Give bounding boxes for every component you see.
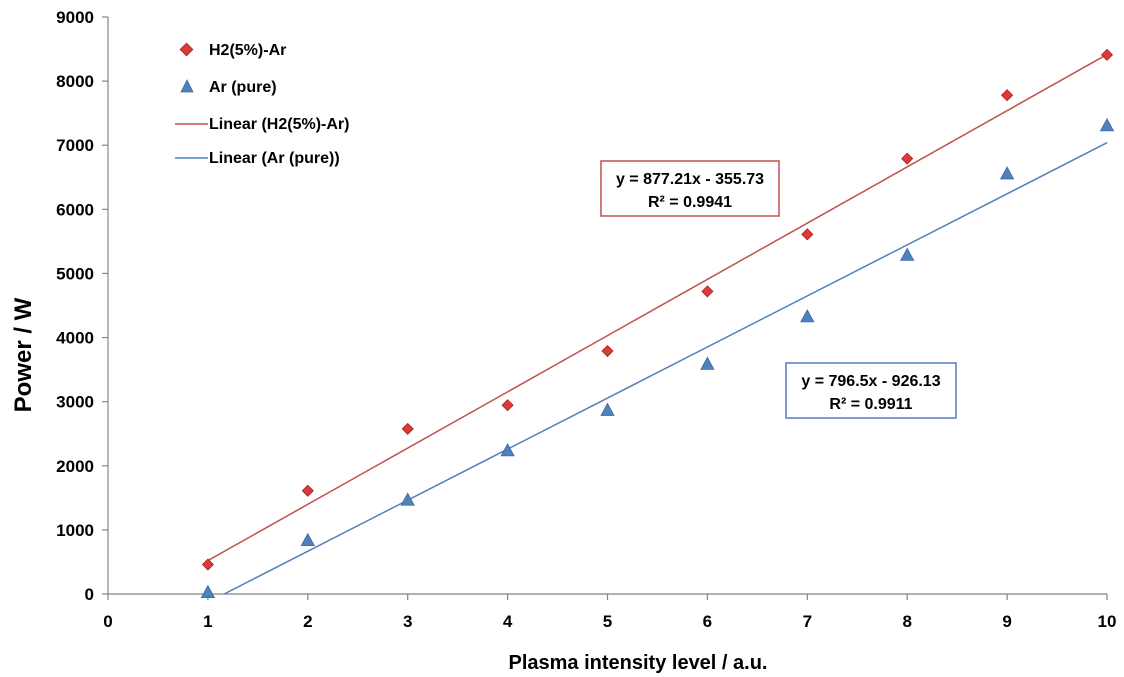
y-tick-label: 4000 [56,329,94,348]
x-ticks: 0 1 2 3 4 5 6 7 8 9 10 [103,594,1116,631]
point-h2-ar [701,285,714,298]
equation-box-ar-frame [785,362,957,419]
legend-label-h2: H2(5%)-Ar [209,42,286,59]
point-h2-ar [601,344,614,358]
y-tick-label: 2000 [56,457,94,476]
x-tick-label: 3 [403,612,412,631]
legend-marker-h2 [179,42,194,57]
point-h2-ar [801,228,814,241]
equation-box-h2: y = 877.21x - 355.73 R² = 0.9941 [600,160,780,217]
legend-label-h2-trend: Linear (H2(5%)-Ar) [209,116,349,133]
point-ar-pure [999,166,1015,180]
point-h2-ar [501,399,514,412]
y-tick-label: 5000 [56,264,94,283]
point-ar-pure [800,309,815,323]
legend-marker-ar [180,79,194,93]
trendlines [207,53,1108,595]
r2-ar: R² = 0.9911 [829,396,912,413]
point-h2-ar [901,152,914,165]
x-tick-label: 5 [603,612,612,631]
point-ar-pure [1099,118,1115,132]
y-tick-label: 8000 [56,72,94,91]
x-tick-label: 0 [103,612,112,631]
x-tick-label: 7 [803,612,812,631]
x-tick-label: 10 [1098,612,1117,631]
points [200,48,1115,598]
x-axis-title: Plasma intensity level / a.u. [508,652,767,674]
x-tick-label: 8 [902,612,911,631]
r2-h2: R² = 0.9941 [648,194,732,211]
point-ar-pure [500,443,515,457]
point-h2-ar [201,558,214,571]
point-h2-ar [401,422,414,435]
legend-label-ar: Ar (pure) [209,79,277,96]
point-ar-pure [400,492,415,506]
x-tick-label: 6 [703,612,712,631]
y-tick-label: 0 [85,585,94,604]
equation-ar: y = 796.5x - 926.13 [801,373,940,390]
y-ticks: 0 1000 2000 3000 4000 5000 6000 7000 8000 9000 [56,8,108,604]
point-ar-pure [900,247,915,261]
point-h2-ar [1100,48,1114,61]
equation-box-h2-frame [600,160,780,217]
x-tick-label: 2 [303,612,312,631]
y-axis-title: Power / W [10,297,37,412]
x-tick-label: 9 [1002,612,1011,631]
x-tick-label: 4 [503,612,513,631]
equation-h2: y = 877.21x - 355.73 [616,171,764,188]
x-tick-label: 1 [203,612,212,631]
y-tick-label: 7000 [56,136,94,155]
trendline-h2-ar [207,53,1108,562]
point-ar-pure [600,402,615,416]
point-h2-ar [1001,89,1014,102]
point-ar-pure [200,584,216,598]
trendline-ar-pure [223,142,1108,595]
point-h2-ar [301,484,314,497]
point-ar-pure [700,356,715,370]
legend: H2(5%)-Ar Ar (pure) Linear (H2(5%)-Ar) L… [175,42,349,167]
y-tick-label: 9000 [56,8,94,27]
y-tick-label: 1000 [56,521,94,540]
legend-label-ar-trend: Linear (Ar (pure)) [209,150,340,167]
y-tick-label: 6000 [56,200,94,219]
y-tick-label: 3000 [56,393,94,412]
point-ar-pure [300,532,315,547]
axes [107,17,1107,595]
equation-box-ar: y = 796.5x - 926.13 R² = 0.9911 [785,362,957,419]
